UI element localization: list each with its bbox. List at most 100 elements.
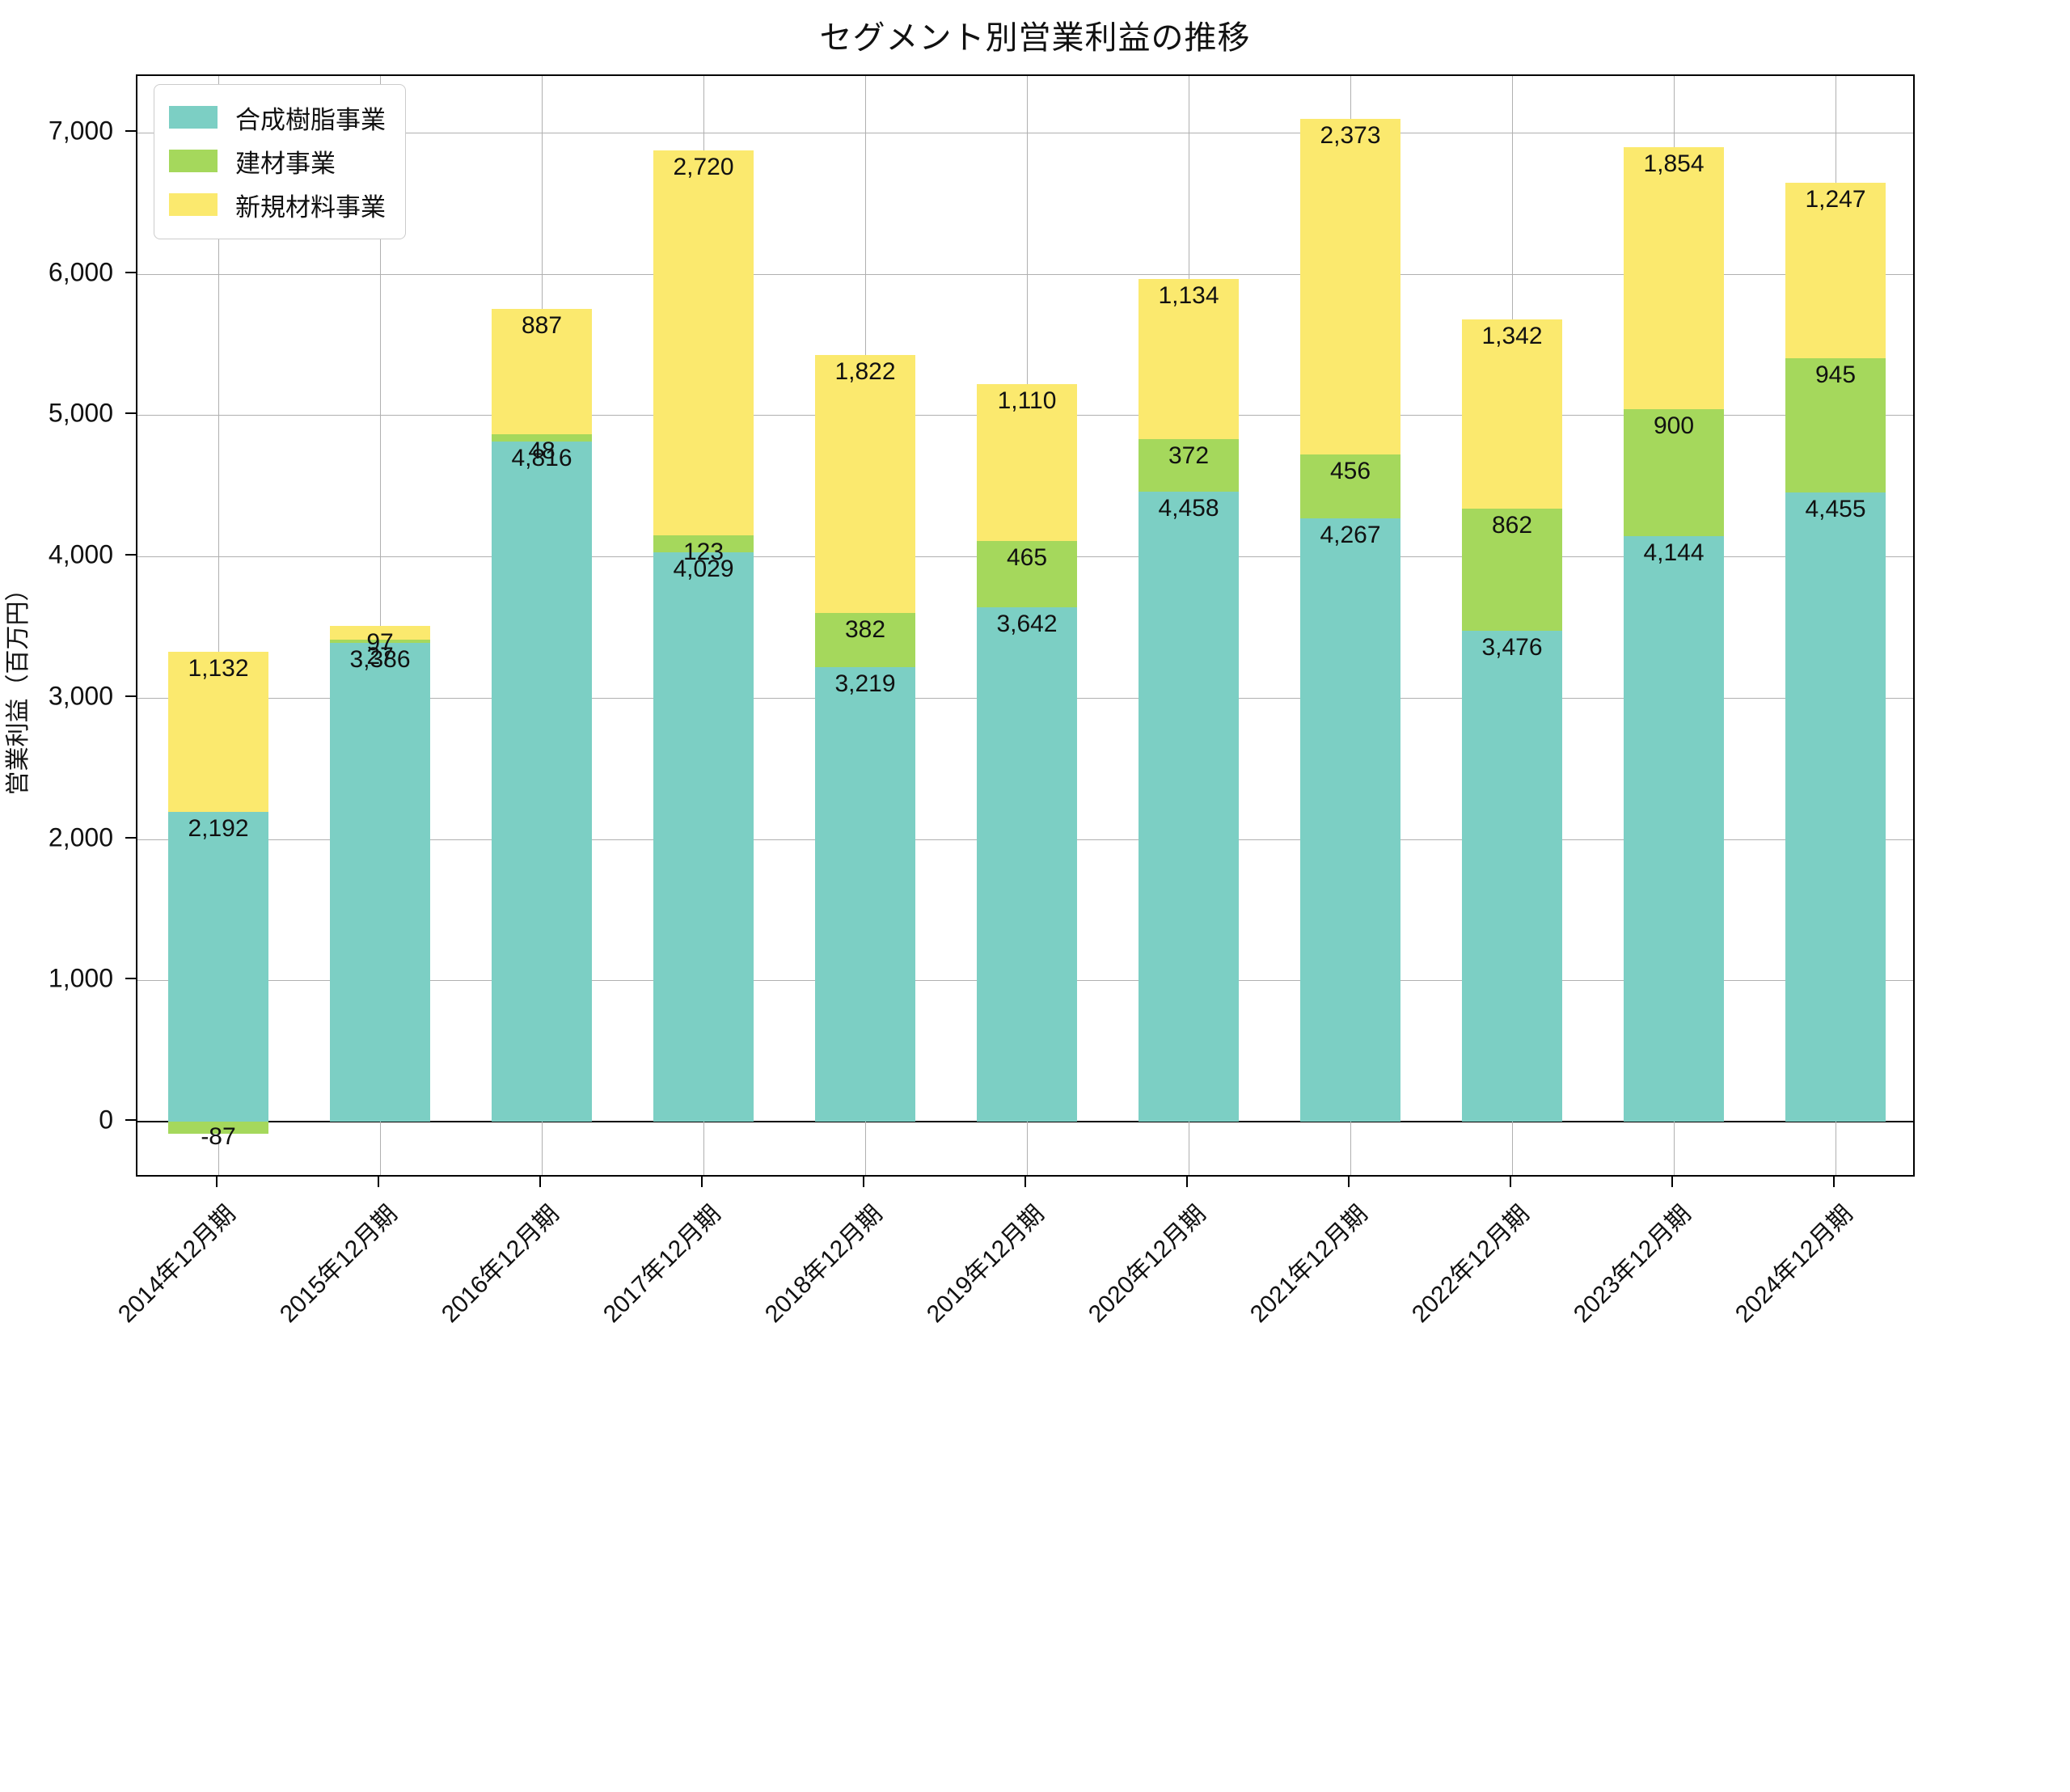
- bar-value-label: 4,029: [673, 556, 734, 583]
- x-axis-tick-mark: [1186, 1177, 1188, 1187]
- y-axis-tick-label: 5,000: [48, 398, 113, 428]
- y-axis-tick-label: 7,000: [48, 116, 113, 146]
- y-axis-tick-label: 2,000: [48, 822, 113, 852]
- bar-segment[interactable]: [1300, 119, 1400, 454]
- bar-segment[interactable]: [653, 552, 754, 1122]
- bar-group[interactable]: 4,267 456 2,373: [1300, 76, 1400, 1175]
- y-axis-tick-mark: [125, 836, 136, 839]
- bar-segment[interactable]: [1462, 319, 1562, 509]
- bar-group[interactable]: 3,642 465 1,110: [977, 76, 1077, 1175]
- y-axis-tick-mark: [125, 412, 136, 415]
- bar-segment[interactable]: [168, 652, 268, 813]
- bar-segment[interactable]: [1462, 630, 1562, 1122]
- bar-segment[interactable]: [815, 666, 915, 1122]
- bar-segment[interactable]: [168, 812, 268, 1122]
- bar-segment[interactable]: [492, 434, 592, 442]
- y-axis-tick-label: 0: [99, 1105, 113, 1135]
- legend-swatch-icon: [169, 193, 218, 216]
- bar-value-label: 3,386: [349, 646, 411, 674]
- legend-item[interactable]: 合成樹脂事業: [169, 95, 386, 139]
- bar-value-label: 372: [1168, 442, 1210, 470]
- bar-value-label: 97: [366, 628, 394, 656]
- bar-group[interactable]: 4,816 48 887: [492, 76, 592, 1175]
- bar-group[interactable]: 4,455 945 1,247: [1785, 76, 1886, 1175]
- legend-item-label: 新規材料事業: [235, 192, 386, 222]
- x-axis-tick-mark: [378, 1177, 379, 1187]
- bar-value-label: 900: [1653, 412, 1695, 439]
- bar-segment[interactable]: [492, 441, 592, 1122]
- legend-swatch-icon: [169, 106, 218, 129]
- bar-group[interactable]: 4,458 372 1,134: [1138, 76, 1239, 1175]
- bar-value-label: 1,110: [997, 387, 1057, 415]
- bar-group[interactable]: 3,476 862 1,342: [1462, 76, 1562, 1175]
- legend-item[interactable]: 建材事業: [169, 139, 386, 183]
- x-axis-tick-mark: [216, 1177, 218, 1187]
- bar-value-label: 4,267: [1320, 522, 1381, 549]
- bar-group[interactable]: 2,192 -87 1,132: [168, 76, 268, 1175]
- y-axis-tick-mark: [125, 1119, 136, 1122]
- bar-segment[interactable]: [1785, 182, 1886, 359]
- zero-line: [137, 1121, 1913, 1123]
- legend-item-label: 建材事業: [235, 149, 336, 178]
- bar-group[interactable]: 4,029 123 2,720: [653, 76, 754, 1175]
- x-axis-tick-label: 2021年12月期: [1244, 1200, 1373, 1329]
- x-axis-tick-label: 2018年12月期: [759, 1200, 888, 1329]
- bar-segment[interactable]: [330, 625, 430, 640]
- bar-segment[interactable]: [1624, 535, 1724, 1122]
- bar-value-label: -87: [201, 1123, 236, 1151]
- y-axis-tick-mark: [125, 695, 136, 697]
- x-axis-tick-label: 2024年12月期: [1730, 1200, 1858, 1329]
- bar-value-label: 123: [682, 538, 724, 565]
- bar-segment[interactable]: [815, 612, 915, 667]
- bar-segment[interactable]: [330, 639, 430, 644]
- bar-group[interactable]: 3,219 382 1,822: [815, 76, 915, 1175]
- bar-segment[interactable]: [977, 384, 1077, 542]
- bar-segment[interactable]: [815, 355, 915, 613]
- bar-segment[interactable]: [1785, 358, 1886, 492]
- x-axis-tick-mark: [1510, 1177, 1511, 1187]
- legend: 合成樹脂事業建材事業新規材料事業: [154, 84, 406, 239]
- bar-segment[interactable]: [168, 1122, 268, 1135]
- bar-value-label: 48: [528, 437, 556, 465]
- x-axis-tick-mark: [1833, 1177, 1835, 1187]
- y-axis-tick-mark: [125, 129, 136, 132]
- bar-segment[interactable]: [492, 309, 592, 435]
- bar-segment[interactable]: [1138, 439, 1239, 492]
- bar-segment[interactable]: [1138, 278, 1239, 440]
- bar-value-label: 27: [366, 642, 394, 670]
- x-axis-tick-mark: [1671, 1177, 1673, 1187]
- y-axis-tick-mark: [125, 978, 136, 980]
- bar-value-label: 1,247: [1805, 185, 1866, 213]
- y-axis-tick-label: 3,000: [48, 681, 113, 711]
- bar-segment[interactable]: [1785, 492, 1886, 1122]
- bar-value-label: 4,455: [1805, 495, 1866, 522]
- bar-segment[interactable]: [1300, 518, 1400, 1122]
- bar-segment[interactable]: [977, 541, 1077, 607]
- bar-value-label: 1,854: [1643, 150, 1705, 177]
- x-axis-tick-mark: [1348, 1177, 1350, 1187]
- bar-segment[interactable]: [1300, 454, 1400, 519]
- bar-value-label: 3,476: [1481, 633, 1543, 661]
- bar-segment[interactable]: [1624, 146, 1724, 409]
- legend-item[interactable]: 新規材料事業: [169, 183, 386, 226]
- bar-value-label: 465: [1006, 544, 1048, 572]
- bar-segment[interactable]: [1624, 408, 1724, 536]
- plot-area: 2,192 -87 1,132 3,386 27 97 4,816 48 887 4,029 123…: [136, 74, 1915, 1177]
- x-axis-tick-label: 2023年12月期: [1568, 1200, 1696, 1329]
- bar-segment[interactable]: [330, 643, 430, 1122]
- bar-value-label: 2,720: [673, 154, 734, 181]
- bar-segment[interactable]: [653, 535, 754, 553]
- bar-segment[interactable]: [653, 150, 754, 535]
- bar-segment[interactable]: [1138, 492, 1239, 1122]
- bar-segment[interactable]: [1462, 509, 1562, 631]
- bar-value-label: 4,816: [511, 444, 572, 471]
- gridline-horizontal: [137, 273, 1913, 275]
- bar-group[interactable]: 4,144 900 1,854: [1624, 76, 1724, 1175]
- bar-group[interactable]: 3,386 27 97: [330, 76, 430, 1175]
- x-axis-tick-label: 2019年12月期: [921, 1200, 1050, 1329]
- bar-value-label: 887: [521, 312, 563, 340]
- bar-segment[interactable]: [977, 606, 1077, 1122]
- bar-value-label: 2,192: [188, 815, 249, 843]
- bar-value-label: 2,373: [1320, 122, 1381, 150]
- x-axis-tick-mark: [1024, 1177, 1026, 1187]
